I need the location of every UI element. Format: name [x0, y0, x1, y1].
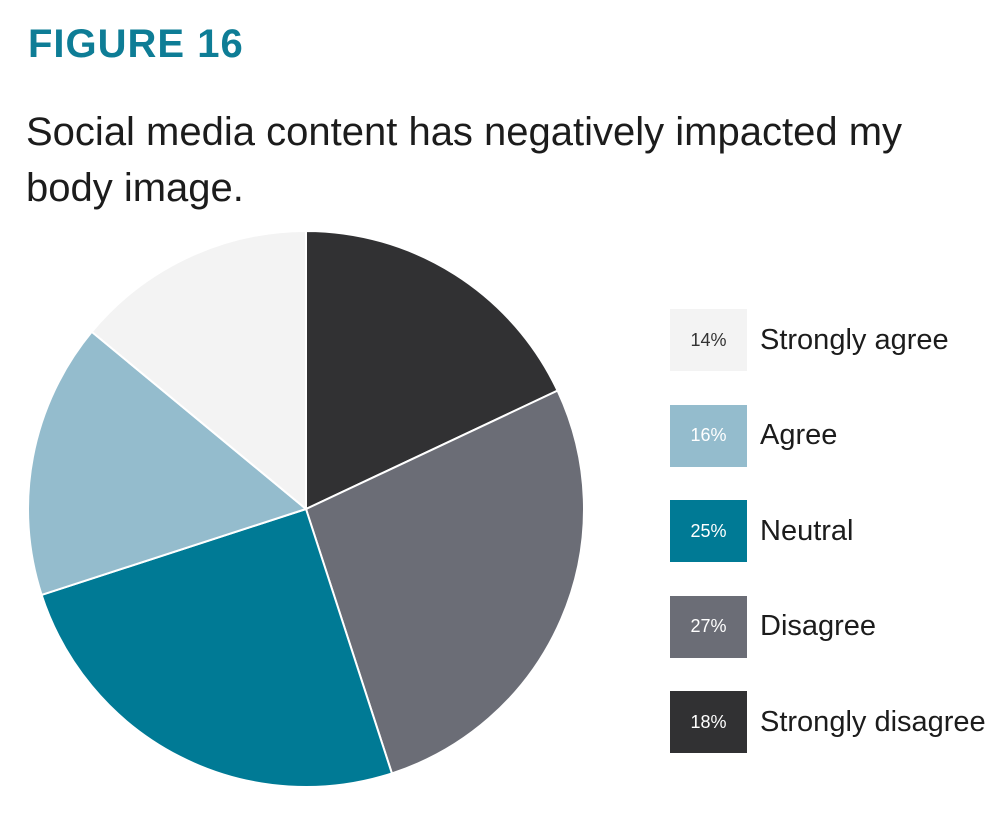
figure-label: FIGURE 16 — [28, 22, 244, 66]
pie-slice-agree — [27, 330, 309, 597]
legend-value-agree: 16% — [690, 425, 727, 445]
legend-item-strongly-disagree: 18% Strongly disagree — [670, 691, 986, 753]
pie-slice-disagree — [304, 389, 585, 775]
legend-item-neutral: 25% Neutral — [670, 500, 986, 562]
legend-item-disagree: 27% Disagree — [670, 595, 986, 658]
legend-swatch-neutral: 25% — [670, 500, 747, 562]
legend-swatch-strongly-agree: 14% — [670, 309, 747, 371]
legend-value-strongly-disagree: 18% — [690, 711, 727, 732]
legend-item-agree: 16% Agree — [670, 404, 986, 467]
pie-chart — [27, 229, 585, 788]
legend-value-neutral: 25% — [690, 520, 727, 541]
legend-label-strongly-agree: Strongly agree — [760, 323, 949, 356]
pie-slice-strongly-agree — [90, 229, 307, 512]
legend-item-strongly-agree: 14% Strongly agree — [670, 309, 986, 371]
chart-title: Social media content has negatively impa… — [26, 110, 903, 210]
pie-slice-strongly-disagree — [305, 229, 559, 511]
pie-slice-neutral — [40, 507, 394, 788]
legend-value-disagree: 27% — [690, 616, 727, 636]
legend-swatch-disagree: 27% — [670, 595, 747, 658]
legend-swatch-strongly-disagree: 18% — [670, 691, 747, 753]
legend-label-agree: Agree — [760, 419, 838, 451]
legend-swatch-agree: 16% — [670, 404, 747, 467]
legend-label-neutral: Neutral — [760, 514, 854, 547]
legend-label-disagree: Disagree — [760, 610, 877, 642]
legend: 14% Strongly agree 16% Agree 25% Neutral… — [670, 309, 986, 787]
legend-value-strongly-agree: 14% — [690, 329, 727, 350]
legend-label-strongly-disagree: Strongly disagree — [760, 705, 986, 738]
